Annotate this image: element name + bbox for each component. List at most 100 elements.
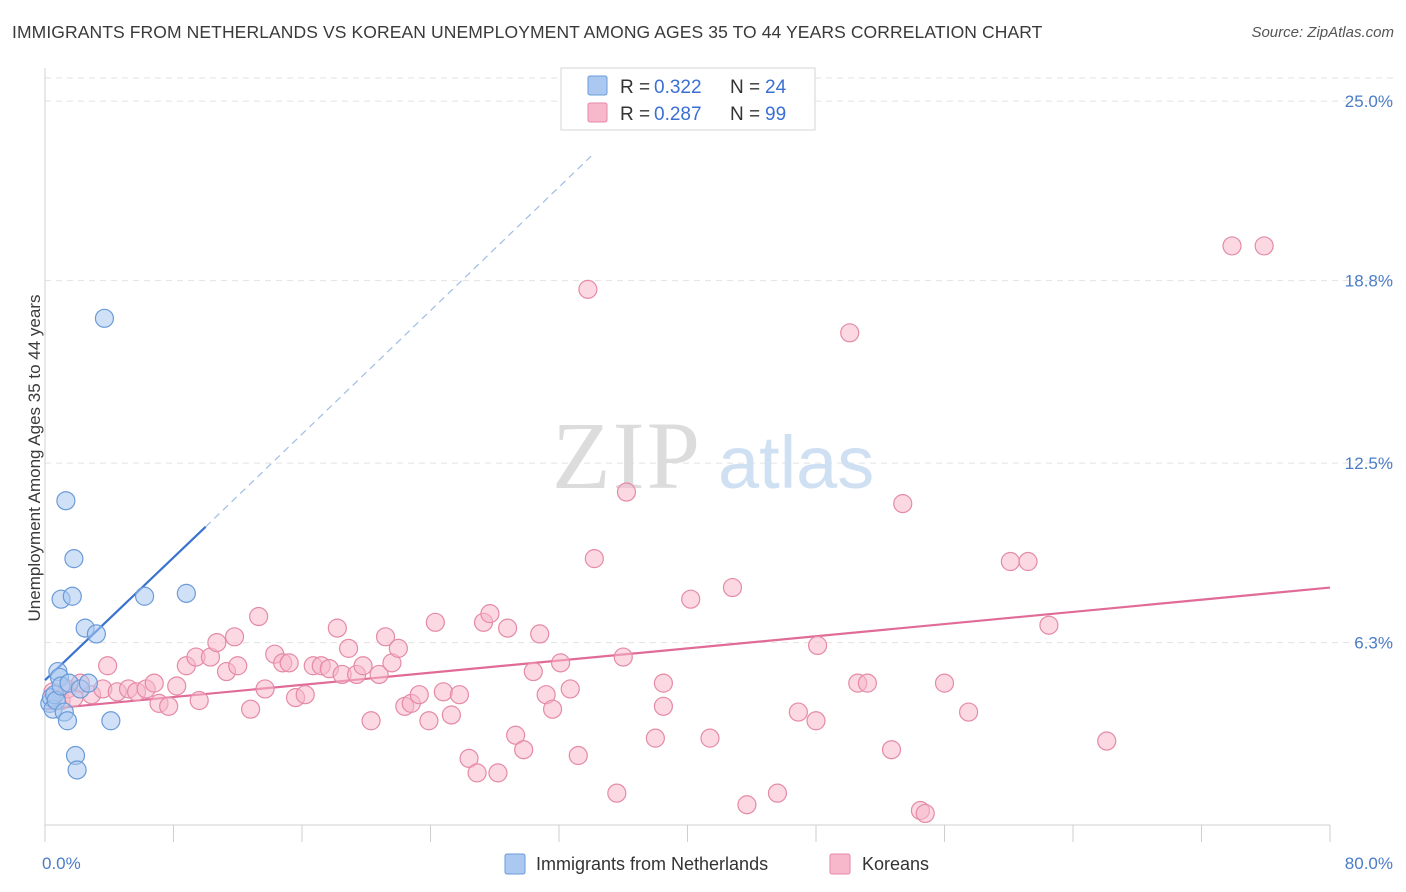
y-tick-label: 25.0% xyxy=(1345,92,1393,111)
point-netherlands xyxy=(64,549,84,569)
point-koreans xyxy=(167,676,187,696)
point-koreans xyxy=(788,702,808,722)
x-tick-label-min: 0.0% xyxy=(42,854,81,873)
y-tick-label: 12.5% xyxy=(1345,454,1393,473)
point-koreans xyxy=(189,690,209,711)
point-koreans xyxy=(1039,615,1059,635)
point-koreans xyxy=(433,682,453,702)
point-koreans xyxy=(1018,551,1038,572)
point-netherlands xyxy=(57,711,78,731)
correlation-legend: R = 0.322 N = 24 R = 0.287 N = 99 xyxy=(560,67,816,131)
point-koreans xyxy=(388,638,408,658)
x-tick-label-max: 80.0% xyxy=(1345,854,1393,873)
point-koreans xyxy=(255,679,275,699)
point-koreans xyxy=(459,748,479,769)
point-koreans xyxy=(1097,731,1117,751)
point-koreans xyxy=(568,745,588,766)
point-netherlands xyxy=(56,491,76,511)
source-label: Source: ZipAtlas.com xyxy=(1251,24,1394,41)
point-koreans xyxy=(607,783,627,803)
point-koreans xyxy=(613,647,633,667)
point-koreans xyxy=(551,653,571,673)
legend-n-value-2: 99 xyxy=(765,104,786,125)
point-koreans xyxy=(488,763,508,783)
point-koreans xyxy=(722,577,743,598)
point-koreans xyxy=(506,725,526,745)
point-koreans xyxy=(767,783,788,803)
y-tick-label: 6.3% xyxy=(1354,634,1393,653)
point-netherlands xyxy=(94,308,115,328)
watermark: ZIP atlas xyxy=(552,402,874,509)
point-koreans xyxy=(480,604,500,624)
point-koreans xyxy=(806,711,826,731)
point-koreans xyxy=(375,627,396,647)
point-koreans xyxy=(857,673,878,693)
point-koreans xyxy=(616,482,637,502)
legend-r-label-2: R = xyxy=(620,104,650,125)
point-koreans xyxy=(578,279,598,299)
point-koreans xyxy=(207,632,227,653)
point-koreans xyxy=(159,696,179,716)
point-koreans xyxy=(840,323,860,343)
point-netherlands xyxy=(176,583,196,603)
point-koreans xyxy=(700,728,720,748)
point-koreans xyxy=(241,699,261,719)
point-koreans xyxy=(338,638,359,658)
point-koreans xyxy=(98,656,118,676)
point-koreans xyxy=(228,656,248,676)
point-koreans xyxy=(523,661,543,682)
chart-title: IMMIGRANTS FROM NETHERLANDS VS KOREAN UN… xyxy=(12,22,1043,42)
legend-n-label-1: N = xyxy=(730,77,760,98)
point-koreans xyxy=(467,763,487,783)
point-koreans xyxy=(327,618,347,638)
legend-swatch-koreans xyxy=(587,102,608,123)
point-koreans xyxy=(737,795,757,815)
trend-extension-netherlands xyxy=(205,155,592,528)
point-koreans xyxy=(893,494,913,514)
point-koreans xyxy=(498,618,518,638)
point-koreans xyxy=(361,711,381,731)
legend-swatch-netherlands xyxy=(587,75,608,96)
point-koreans xyxy=(645,728,665,748)
point-netherlands xyxy=(62,586,82,606)
point-koreans xyxy=(514,740,534,760)
point-koreans xyxy=(934,673,955,693)
point-koreans xyxy=(1254,236,1274,256)
point-koreans xyxy=(409,685,429,705)
point-koreans xyxy=(958,702,979,722)
trend-line-netherlands xyxy=(44,525,207,682)
point-koreans xyxy=(224,627,245,647)
point-koreans xyxy=(915,803,935,824)
point-koreans xyxy=(681,589,701,609)
grid-lines xyxy=(45,77,1395,644)
bottom-swatch-koreans xyxy=(829,853,851,875)
point-koreans xyxy=(1000,551,1020,572)
tick-labels: 6.3% 12.5% 18.8% 25.0% 0.0% 80.0% xyxy=(42,92,1393,873)
watermark-atlas: atlas xyxy=(718,421,874,504)
point-koreans xyxy=(425,612,445,632)
point-netherlands xyxy=(101,711,121,731)
point-koreans xyxy=(369,664,389,685)
point-koreans xyxy=(441,705,461,725)
legend-r-label-1: R = xyxy=(620,77,650,98)
legend-r-value-1: 0.322 xyxy=(654,77,702,98)
point-koreans xyxy=(808,635,828,656)
point-koreans xyxy=(295,685,315,705)
point-netherlands xyxy=(67,760,87,780)
data-points xyxy=(40,236,1274,824)
series-legend: Immigrants from Netherlands Koreans xyxy=(504,853,929,875)
y-tick-label: 18.8% xyxy=(1345,272,1393,291)
point-koreans xyxy=(881,740,902,760)
point-koreans xyxy=(530,624,550,644)
point-koreans xyxy=(144,673,164,693)
legend-r-value-2: 0.287 xyxy=(654,104,702,125)
point-koreans xyxy=(353,656,373,676)
point-netherlands xyxy=(78,673,98,693)
point-koreans xyxy=(542,699,563,719)
point-netherlands xyxy=(134,586,155,606)
point-koreans xyxy=(653,673,674,693)
point-koreans xyxy=(249,606,269,627)
point-koreans xyxy=(1222,236,1242,256)
y-axis-label: Unemployment Among Ages 35 to 44 years xyxy=(25,295,44,622)
